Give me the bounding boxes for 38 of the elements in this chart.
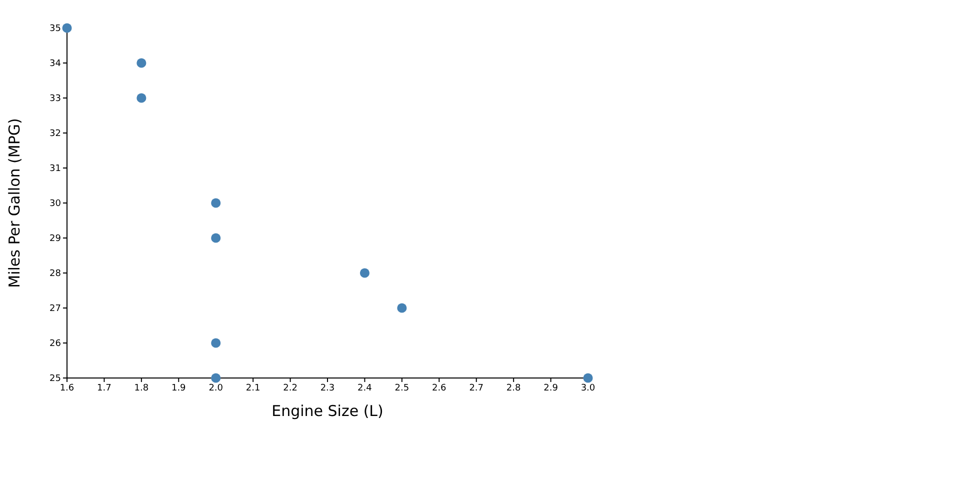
y-tick-label: 32 [50,129,61,140]
x-tick-label: 2.4 [358,383,372,394]
point [211,233,221,243]
point [211,198,221,208]
x-tick-label: 2.5 [394,383,410,394]
y-tick-label: 35 [50,24,61,34]
y-tick-label: 27 [50,304,61,314]
x-axis-title: Engine Size (L) [272,402,384,420]
x-tick-label: 3.0 [580,383,596,394]
point [62,23,72,33]
x-tick-label: 2.9 [544,383,558,394]
x-tick-label: 1.9 [171,383,186,394]
x-tick-label: 1.6 [60,383,74,394]
point [397,303,407,313]
x-tick-label: 2.7 [469,383,484,394]
y-tick-label: 29 [50,234,62,244]
y-tick-label: 33 [50,94,61,104]
x-tick-label: 2.6 [432,383,447,394]
point [211,338,221,348]
x-tick-label: 2.3 [320,383,335,394]
y-tick-label: 26 [50,339,62,350]
y-tick-label: 31 [50,164,61,174]
y-tick-label: 25 [50,374,61,384]
x-tick-label: 2.2 [283,383,298,394]
y-tick-label: 28 [50,269,62,280]
y-tick-label: 30 [50,199,62,210]
point [136,58,146,68]
x-tick-label: 2.0 [208,383,224,394]
x-tick-label: 1.8 [134,383,149,394]
point [360,268,370,278]
y-tick-label: 34 [50,59,62,70]
point [583,373,593,383]
x-tick-label: 2.8 [506,383,521,394]
point [211,373,221,383]
x-tick-label: 1.7 [97,383,112,394]
x-tick-label: 2.1 [246,383,260,394]
y-axis-title: Miles Per Gallon (MPG) [5,118,24,288]
point [136,93,146,103]
